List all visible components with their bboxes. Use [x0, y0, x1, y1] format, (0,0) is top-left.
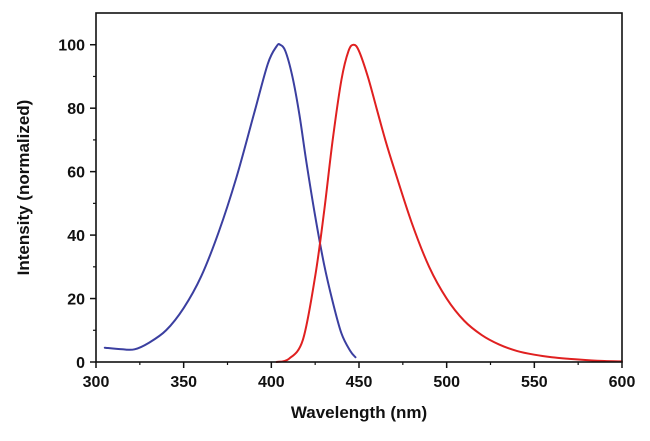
y-tick-label: 100 — [58, 38, 85, 55]
plot-series — [103, 43, 623, 363]
y-tick-label: 40 — [67, 228, 85, 245]
y-tick-label: 0 — [76, 355, 85, 372]
axis-ticks — [90, 43, 623, 368]
x-tick-label: 450 — [346, 374, 373, 391]
red-spectrum-line — [275, 43, 623, 363]
blue-spectrum-line — [103, 43, 357, 359]
x-tick-label: 400 — [258, 374, 285, 391]
x-tick-label: 600 — [609, 374, 636, 391]
x-tick-label: 500 — [433, 374, 460, 391]
x-tick-label: 350 — [170, 374, 197, 391]
tick-labels: 300 350 400 450 500 550 600 0 20 40 60 80 100 — [58, 38, 635, 391]
x-tick-label: 300 — [83, 374, 110, 391]
y-tick-label: 20 — [67, 292, 85, 309]
x-tick-label: 550 — [521, 374, 548, 391]
x-axis-title: Wavelength (nm) — [291, 403, 427, 422]
plot-frame — [95, 12, 623, 363]
y-tick-label: 60 — [67, 165, 85, 182]
y-axis-title: Intensity (normalized) — [14, 100, 33, 276]
y-tick-label: 80 — [67, 101, 85, 118]
